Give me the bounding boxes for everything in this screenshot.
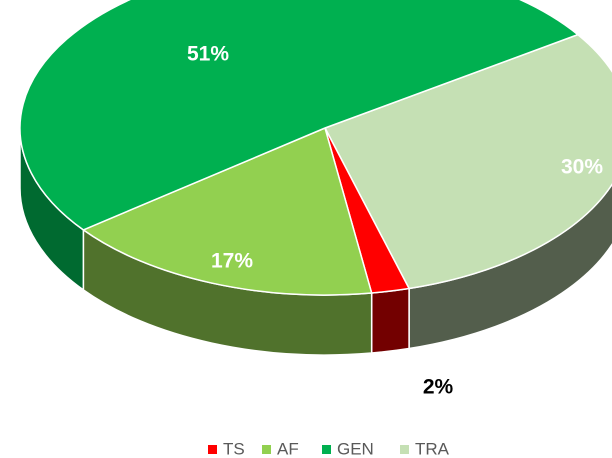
pie-slice	[81, 126, 373, 296]
legend-label: AF	[277, 439, 299, 458]
legend-swatch	[208, 445, 217, 454]
data-label: 2%	[423, 376, 454, 399]
legend-label: TRA	[415, 439, 450, 458]
data-label: 17%	[211, 250, 253, 273]
legend-swatch	[262, 445, 271, 454]
legend-label: GEN	[337, 439, 374, 458]
data-label: 51%	[187, 43, 229, 66]
pie-slice	[19, 0, 580, 231]
slice-side	[370, 287, 410, 354]
legend-swatch	[400, 445, 409, 454]
legend-swatch	[322, 445, 331, 454]
legend-label: TS	[223, 439, 245, 458]
data-label: 30%	[561, 156, 603, 179]
